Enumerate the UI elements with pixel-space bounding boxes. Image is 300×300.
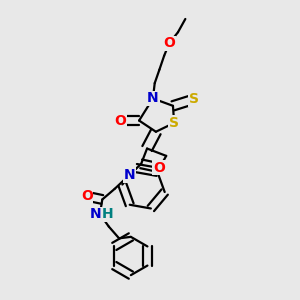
Text: N: N	[124, 168, 135, 182]
Text: S: S	[169, 116, 179, 130]
Text: S: S	[189, 92, 199, 106]
Text: N: N	[147, 92, 159, 106]
Text: O: O	[81, 189, 93, 203]
Text: O: O	[163, 36, 175, 50]
Text: H: H	[101, 207, 113, 221]
Text: N: N	[90, 207, 101, 221]
Text: O: O	[153, 161, 165, 175]
Text: O: O	[115, 114, 127, 128]
